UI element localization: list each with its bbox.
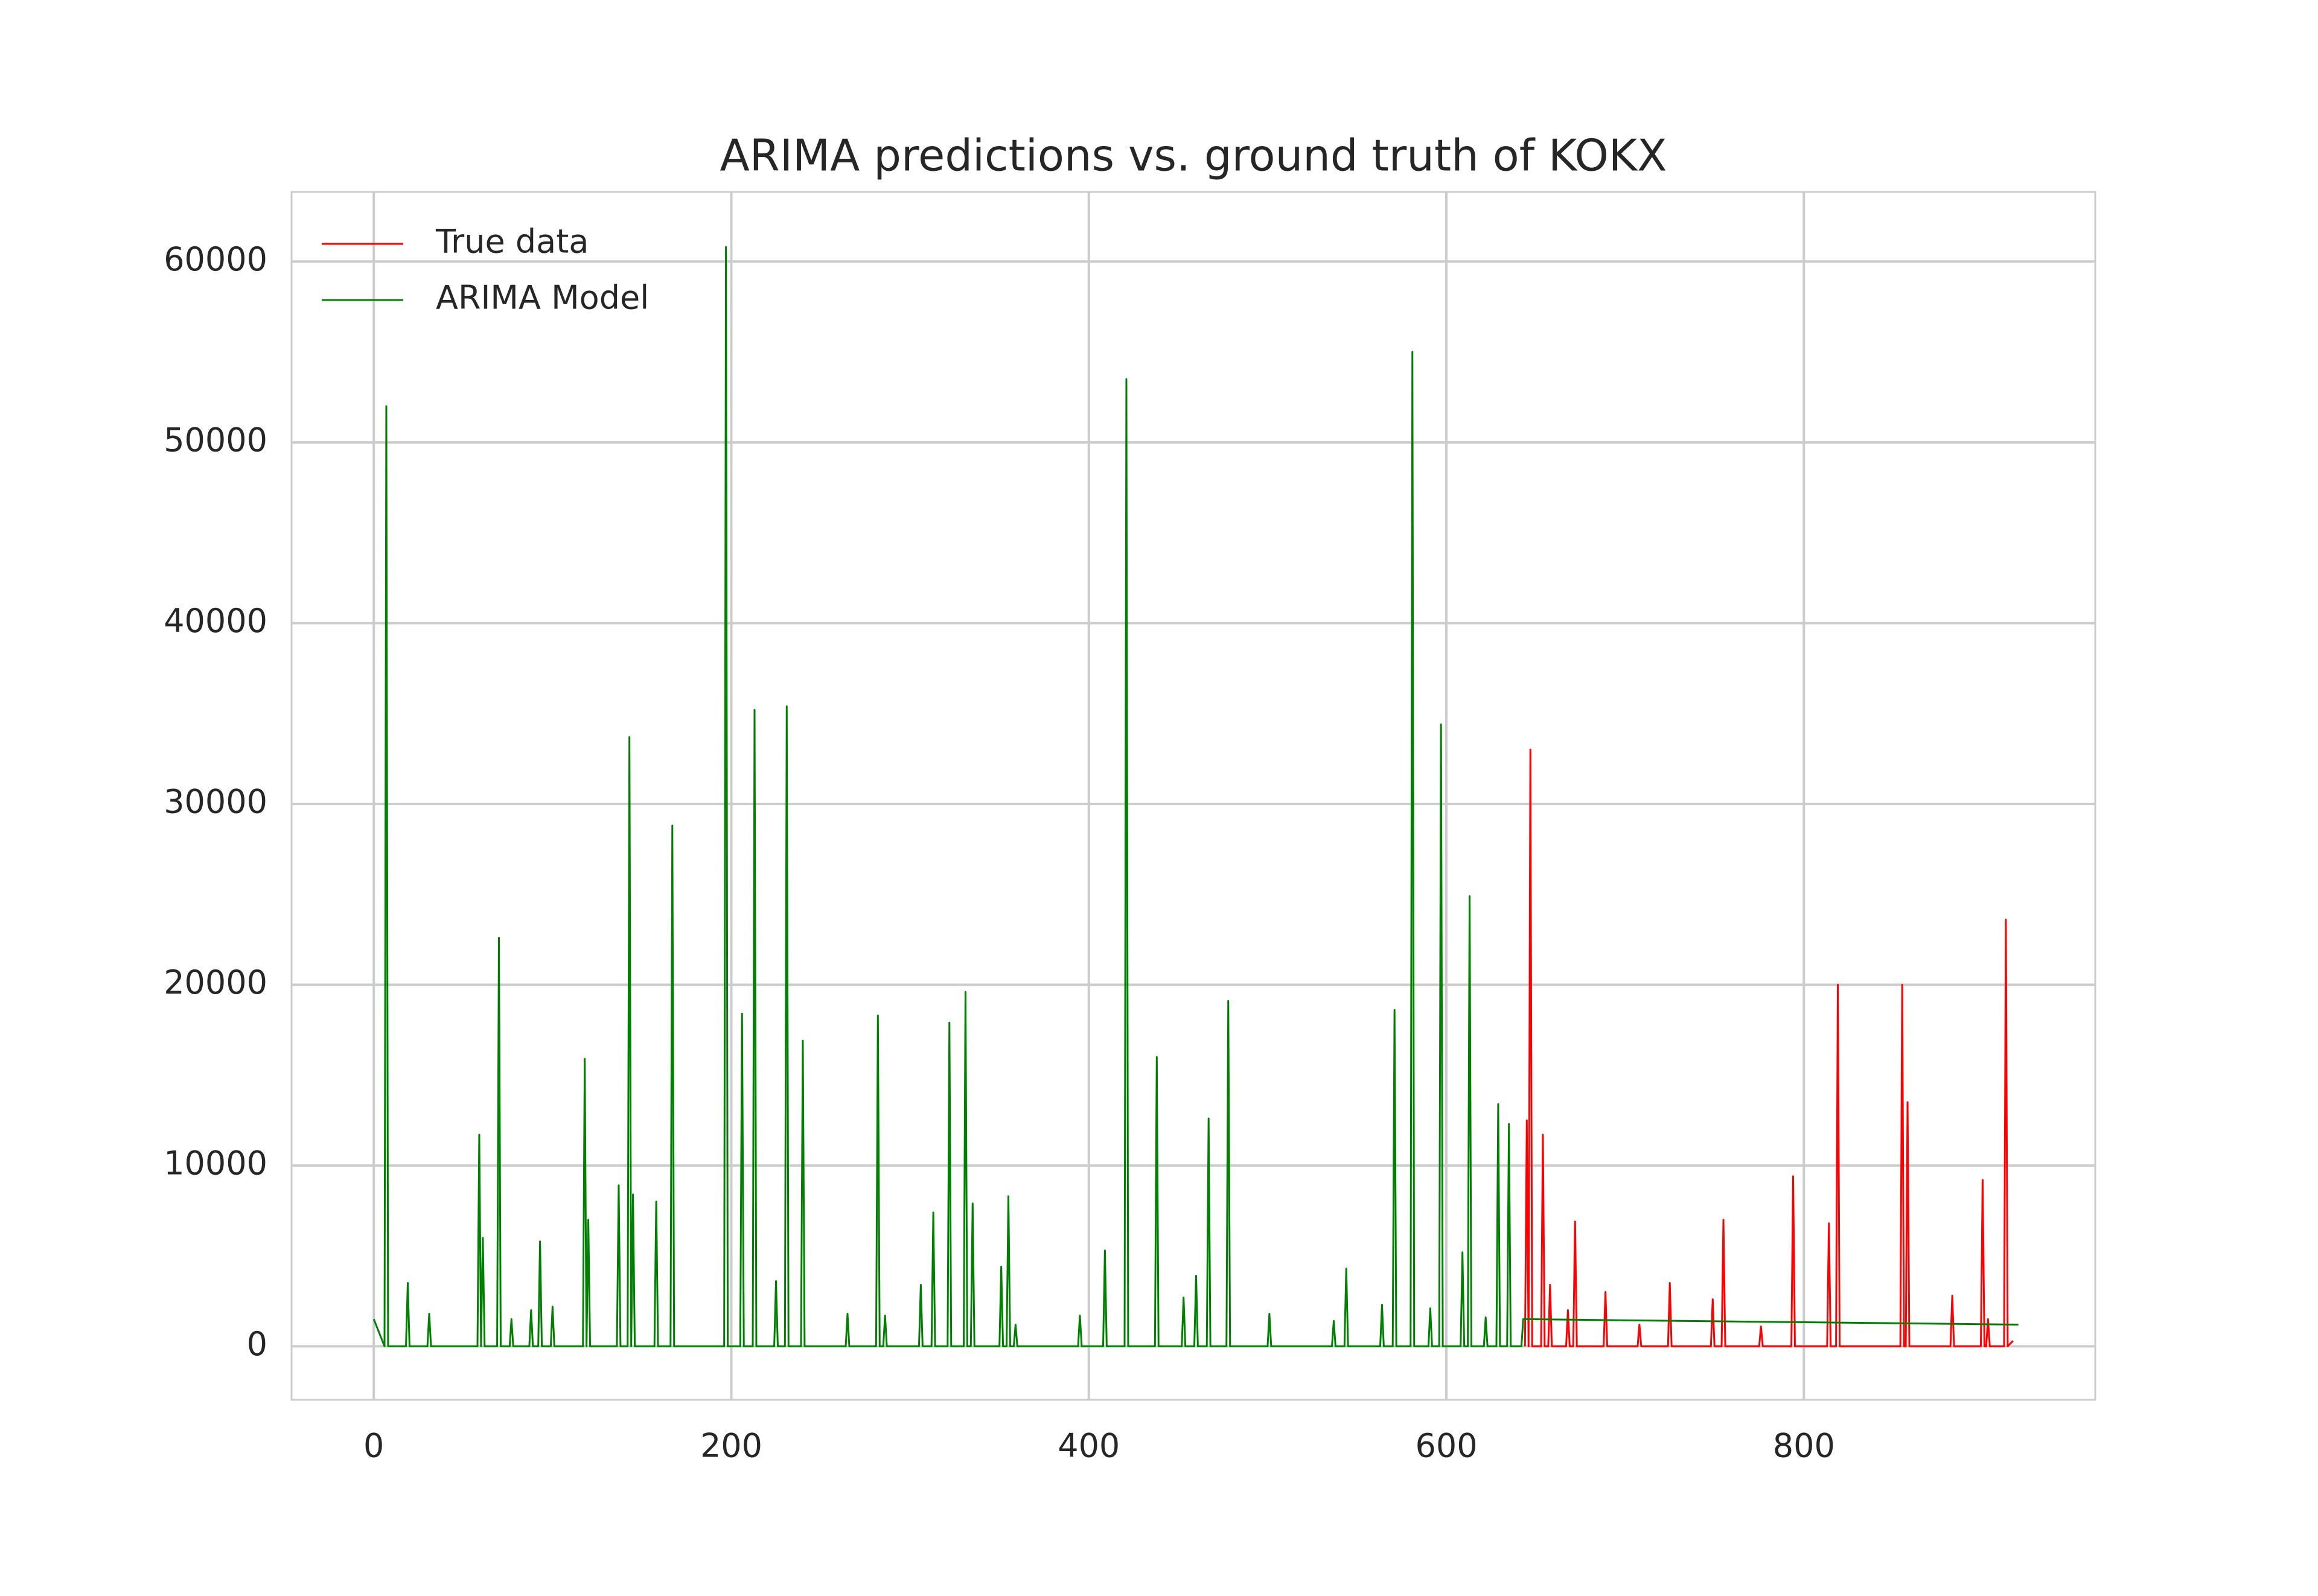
y-tick-label: 20000 bbox=[164, 963, 267, 1001]
x-tick-label: 600 bbox=[1415, 1427, 1477, 1465]
x-tick-label: 200 bbox=[700, 1427, 762, 1465]
y-tick-label: 30000 bbox=[164, 782, 267, 820]
y-tick-label: 40000 bbox=[164, 602, 267, 640]
legend-label: True data bbox=[435, 223, 589, 261]
y-tick-label: 50000 bbox=[164, 421, 267, 459]
chart-title: ARIMA predictions vs. ground truth of KO… bbox=[720, 130, 1667, 181]
data-line bbox=[1524, 749, 2014, 1347]
y-tick-label: 60000 bbox=[164, 240, 267, 278]
x-tick-label: 0 bbox=[363, 1427, 384, 1465]
plot-frame bbox=[290, 191, 2096, 1401]
x-tick-label: 800 bbox=[1773, 1427, 1835, 1465]
y-tick-label: 10000 bbox=[164, 1144, 267, 1182]
legend-label: ARIMA Model bbox=[436, 279, 649, 317]
y-tick-label: 0 bbox=[247, 1325, 267, 1363]
x-tick-label: 400 bbox=[1058, 1427, 1120, 1465]
data-line bbox=[372, 246, 2019, 1347]
